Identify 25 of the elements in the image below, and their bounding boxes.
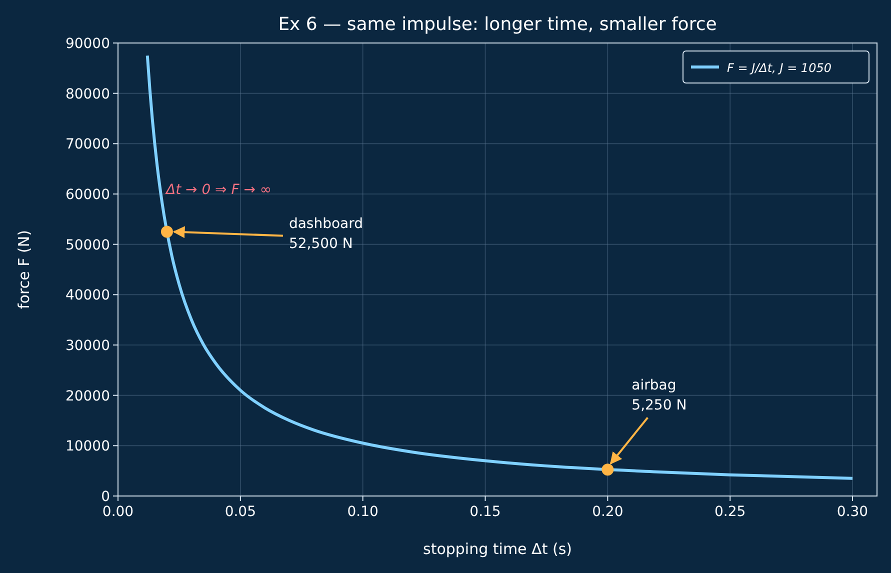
x-axis-title: stopping time Δt (s): [423, 540, 572, 558]
line-series: [146, 54, 854, 480]
y-tick-label: 50000: [65, 237, 110, 254]
y-tick-label: 60000: [65, 187, 110, 203]
annotation: dashboard 52,500 N: [288, 216, 364, 252]
annotation: Δt → 0 ⇒ F → ∞: [165, 182, 272, 198]
y-tick-label: 80000: [65, 86, 110, 102]
annotation: airbag 5,250 N: [632, 378, 687, 414]
y-tick-label: 40000: [65, 288, 110, 304]
y-tick-label: 20000: [65, 388, 110, 404]
x-tick-label: 0.05: [224, 504, 256, 520]
y-tick-label: 70000: [65, 136, 110, 153]
y-tick-label: 0: [101, 489, 110, 505]
y-tick-label: 30000: [65, 338, 110, 354]
x-tick-label: 0.10: [347, 504, 378, 520]
x-tick-label: 0.20: [592, 504, 624, 520]
x-tick-label: 0.15: [470, 504, 501, 520]
y-tick-label: 90000: [65, 36, 110, 52]
x-tick-label: 0.00: [102, 504, 134, 520]
x-tick-label: 0.30: [836, 504, 868, 520]
x-tick-label: 0.25: [714, 504, 746, 520]
chart-title: Ex 6 — same impulse: longer time, smaller force: [278, 14, 717, 35]
y-tick-label: 10000: [65, 438, 110, 455]
y-axis-title: force F (N): [15, 230, 33, 309]
legend-label: F = J/Δt, J = 1050: [727, 61, 832, 75]
